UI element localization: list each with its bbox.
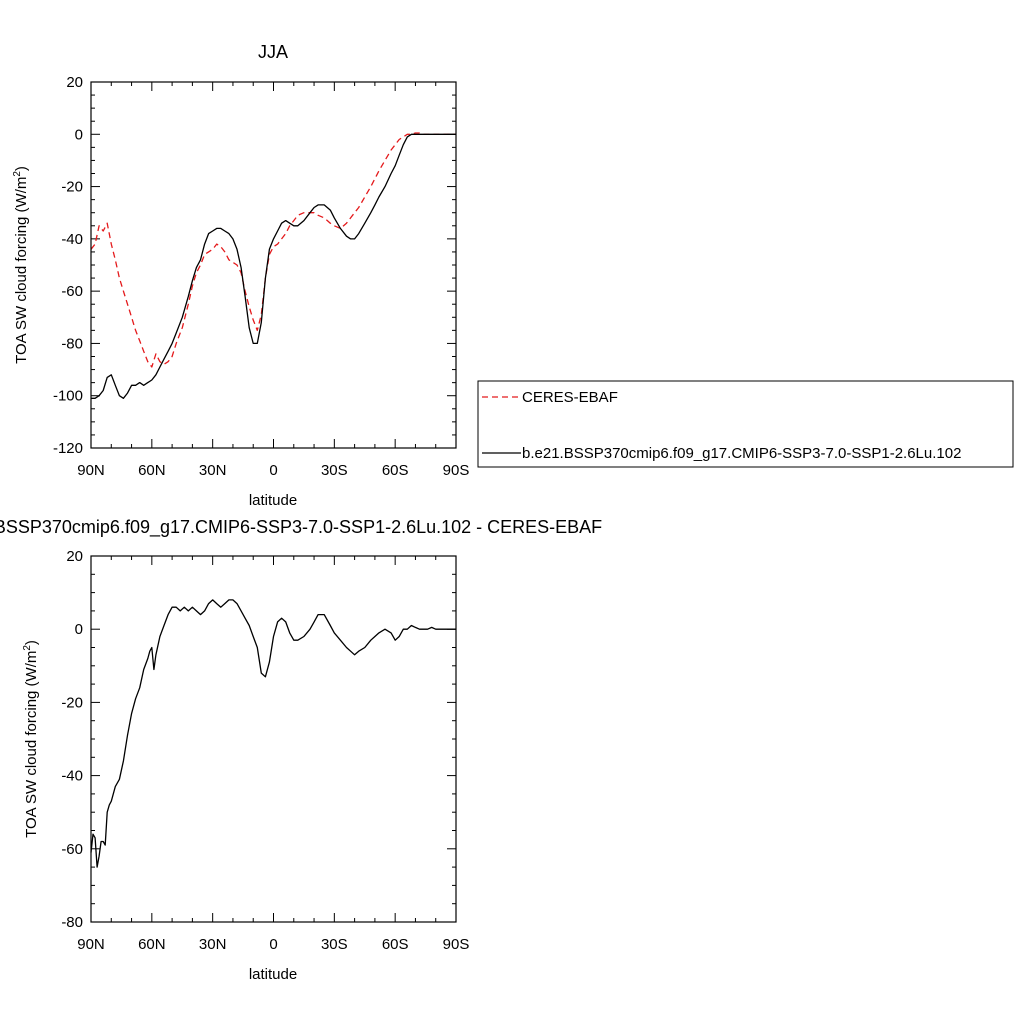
top-y-tick-label-3: -40 (61, 231, 83, 248)
top-y-axis-title-sup: 2 (12, 171, 23, 177)
bottom-x-axis-title: latitude (249, 966, 297, 983)
bottom-y-tick-label-1: 0 (75, 621, 83, 638)
top-x-tick-label-1: 60N (138, 462, 166, 479)
top-y-tick-label-6: -100 (53, 388, 83, 405)
legend-box (477, 380, 1014, 468)
top-plot-frame (90, 81, 457, 449)
top-y-tick-label-0: 20 (66, 74, 83, 91)
top-x-tick-label-0: 90N (77, 462, 105, 479)
top-y-tick-label-1: 0 (75, 126, 83, 143)
bottom-x-tick-labels: 90N 60N 30N 0 30S 60S 90S (77, 936, 469, 953)
top-series-lines (90, 132, 456, 399)
bottom-y-axis-title-sup: 2 (22, 645, 33, 651)
legend-label-model: b.e21.BSSP370cmip6.f09_g17.CMIP6-SSP3-7.… (522, 445, 961, 462)
top-x-tick-label-2: 30N (199, 462, 227, 479)
bottom-x-tick-label-6: 90S (443, 936, 470, 953)
top-y-tick-labels: 20 0 -20 -40 -60 -80 -100 -120 (53, 74, 83, 457)
bottom-series-lines (90, 599, 456, 868)
legend-label-ceres: CERES-EBAF (522, 389, 618, 406)
panel-bottom: b.e21.BSSP370cmip6.f09_g17.CMIP6-SSP3-7.… (0, 517, 602, 983)
bottom-plot-frame (90, 555, 457, 923)
bottom-y-axis-title-main: TOA SW cloud forcing (W/m (23, 651, 40, 838)
bottom-x-tick-label-3: 0 (269, 936, 277, 953)
bottom-x-tick-label-5: 60S (382, 936, 409, 953)
top-x-tick-label-6: 90S (443, 462, 470, 479)
top-x-tick-label-4: 30S (321, 462, 348, 479)
top-y-axis-title: TOA SW cloud forcing (W/m2) (12, 166, 30, 364)
top-y-tick-label-4: -60 (61, 283, 83, 300)
bottom-y-tick-labels: 20 0 -20 -40 -60 -80 (61, 548, 83, 931)
bottom-chart-title: b.e21.BSSP370cmip6.f09_g17.CMIP6-SSP3-7.… (0, 517, 602, 538)
bottom-x-tick-label-4: 30S (321, 936, 348, 953)
bottom-y-tick-label-0: 20 (66, 548, 83, 565)
bottom-x-tick-label-0: 90N (77, 936, 105, 953)
top-y-tick-label-5: -80 (61, 335, 83, 352)
bottom-y-axis-title: TOA SW cloud forcing (W/m2) (22, 640, 40, 838)
bottom-y-tick-label-4: -60 (61, 841, 83, 858)
bottom-series-line-0 (90, 599, 456, 868)
bottom-y-axis-title-end: ) (23, 640, 40, 645)
bottom-x-tick-label-2: 30N (199, 936, 227, 953)
top-y-tick-label-2: -20 (61, 179, 83, 196)
panel-top: JJA 90N 60N 30N 0 30S 60S 90S 20 0 -20 -40 -60 -80 -… (12, 42, 469, 509)
top-y-axis-title-end: ) (13, 166, 30, 171)
top-series-line-0 (90, 132, 456, 368)
top-x-axis-title: latitude (249, 492, 297, 509)
top-x-tick-label-3: 0 (269, 462, 277, 479)
top-x-tick-labels: 90N 60N 30N 0 30S 60S 90S (77, 462, 469, 479)
top-y-axis-title-main: TOA SW cloud forcing (W/m (13, 177, 30, 364)
bottom-tick-marks (90, 555, 457, 923)
bottom-y-tick-label-3: -40 (61, 768, 83, 785)
top-series-line-1 (91, 133, 456, 399)
bottom-y-tick-label-2: -20 (61, 694, 83, 711)
bottom-x-tick-label-1: 60N (138, 936, 166, 953)
legend: CERES-EBAF b.e21.BSSP370cmip6.f09_g17.CM… (477, 380, 1014, 468)
top-y-tick-label-7: -120 (53, 440, 83, 457)
top-chart-title: JJA (258, 42, 288, 62)
top-x-tick-label-5: 60S (382, 462, 409, 479)
top-tick-marks (90, 81, 457, 449)
bottom-y-tick-label-5: -80 (61, 914, 83, 931)
